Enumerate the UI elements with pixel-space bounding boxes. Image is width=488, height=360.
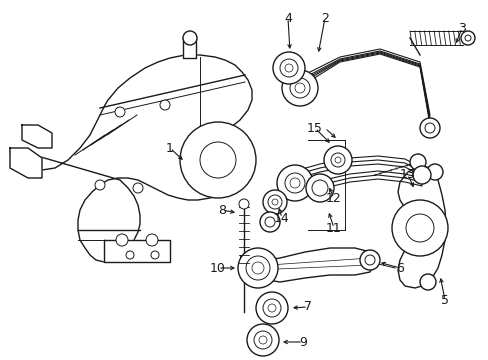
Circle shape [460,31,474,45]
Circle shape [412,166,430,184]
Text: 2: 2 [321,12,328,24]
Text: 4: 4 [284,12,291,24]
Circle shape [334,157,340,163]
Circle shape [133,183,142,193]
Circle shape [251,262,264,274]
Circle shape [426,164,442,180]
Circle shape [246,324,279,356]
Circle shape [238,248,278,288]
Text: 1: 1 [166,141,174,154]
Polygon shape [294,160,421,192]
Polygon shape [22,125,52,148]
Circle shape [116,234,128,246]
Circle shape [146,234,158,246]
Circle shape [324,146,351,174]
Circle shape [289,178,299,188]
Circle shape [200,142,236,178]
Circle shape [289,78,309,98]
Circle shape [259,336,266,344]
Circle shape [294,83,305,93]
Circle shape [276,165,312,201]
Circle shape [264,217,274,227]
Circle shape [151,251,159,259]
Circle shape [253,331,271,349]
Polygon shape [10,55,251,262]
Circle shape [126,251,134,259]
Circle shape [330,153,345,167]
Circle shape [282,70,317,106]
Text: 12: 12 [325,192,341,204]
Text: 11: 11 [325,221,341,234]
Circle shape [95,180,105,190]
Circle shape [272,52,305,84]
Circle shape [267,195,282,209]
Text: 8: 8 [218,203,225,216]
Circle shape [267,304,275,312]
Circle shape [305,174,333,202]
Circle shape [285,64,292,72]
Text: 3: 3 [457,22,465,35]
Circle shape [256,292,287,324]
Circle shape [424,123,434,133]
Circle shape [115,107,125,117]
Circle shape [311,180,327,196]
Circle shape [405,214,433,242]
Text: 7: 7 [304,301,311,314]
Polygon shape [104,240,170,262]
Circle shape [364,255,374,265]
Circle shape [183,31,197,45]
Text: 10: 10 [210,261,225,274]
Text: 15: 15 [306,122,322,135]
Circle shape [464,35,470,41]
Circle shape [359,250,379,270]
Polygon shape [397,166,445,288]
Circle shape [419,274,435,290]
Circle shape [409,154,425,170]
Circle shape [391,200,447,256]
Polygon shape [249,248,374,282]
Polygon shape [299,72,429,134]
Text: 9: 9 [299,336,306,348]
Circle shape [263,190,286,214]
Circle shape [285,173,305,193]
Circle shape [263,299,281,317]
Text: 6: 6 [395,261,403,274]
Text: 5: 5 [440,293,448,306]
Circle shape [245,256,269,280]
Text: 14: 14 [274,211,289,225]
Circle shape [180,122,256,198]
Circle shape [280,59,297,77]
Text: 13: 13 [399,168,415,181]
Circle shape [239,199,248,209]
Polygon shape [10,148,42,178]
Polygon shape [183,38,196,58]
Circle shape [260,212,280,232]
Circle shape [160,100,170,110]
Circle shape [419,118,439,138]
Circle shape [271,199,278,205]
